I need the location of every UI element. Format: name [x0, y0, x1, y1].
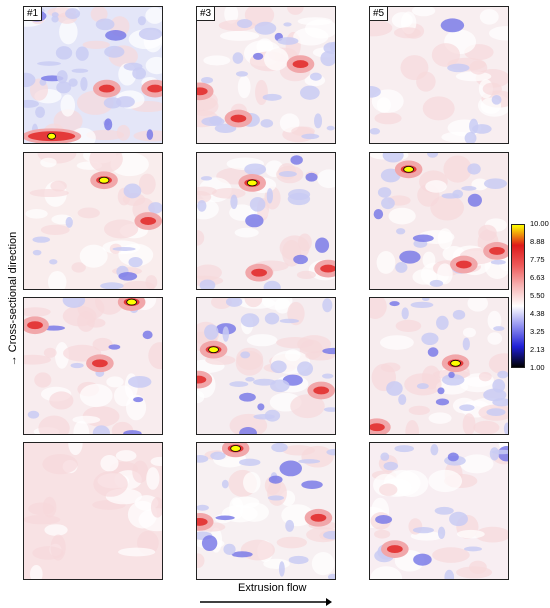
map-panel-12: [369, 442, 509, 580]
colorbar-tick-label: 6.63: [530, 273, 545, 282]
map-panel-5: [196, 152, 336, 290]
map-panel-8: [196, 297, 336, 435]
y-axis-arrow-icon: →: [7, 355, 19, 367]
map-panel-4: [23, 152, 163, 290]
colorbar-tick-label: 2.13: [530, 345, 545, 354]
map-panel-7: [23, 297, 163, 435]
panel-1-contour: [24, 7, 162, 143]
panel-11-contour: [197, 443, 335, 579]
y-axis-label: → Cross-sectional direction: [7, 224, 19, 374]
x-axis-label: Extrusion flow: [238, 582, 306, 594]
panel-4-contour: [24, 153, 162, 289]
panel-label-5: #5: [370, 7, 389, 21]
colorbar-tick-label: 8.88: [530, 237, 545, 246]
panel-label-3: #3: [197, 7, 216, 21]
x-axis-label-text: Extrusion flow: [238, 582, 307, 594]
map-panel-6: [369, 152, 509, 290]
panel-3-contour: [370, 7, 508, 143]
map-panel-3: #5: [369, 6, 509, 144]
panel-8-contour: [197, 298, 335, 434]
x-axis-arrow-icon: [200, 598, 332, 606]
colorbar-tick-label: 3.25: [530, 327, 545, 336]
colorbar-tick-label: 10.00: [530, 219, 549, 228]
colorbar-tick-label: 1.00: [530, 363, 545, 372]
panel-10-contour: [24, 443, 162, 579]
colorbar-tick-label: 5.50: [530, 291, 545, 300]
panel-12-contour: [370, 443, 508, 579]
panel-9-contour: [370, 298, 508, 434]
colorbar-tick-label: 4.38: [530, 309, 545, 318]
panel-5-contour: [197, 153, 335, 289]
map-panel-10: [23, 442, 163, 580]
y-axis-label-text: Cross-sectional direction: [7, 231, 19, 353]
map-panel-9: [369, 297, 509, 435]
map-panel-11: [196, 442, 336, 580]
panel-2-contour: [197, 7, 335, 143]
map-panel-1: #1: [23, 6, 163, 144]
panel-label-1: #1: [24, 7, 43, 21]
panel-7-contour: [24, 298, 162, 434]
colorbar-tick-label: 7.75: [530, 255, 545, 264]
map-panel-2: #3: [196, 6, 336, 144]
panel-6-contour: [370, 153, 508, 289]
colorbar: [511, 224, 525, 368]
